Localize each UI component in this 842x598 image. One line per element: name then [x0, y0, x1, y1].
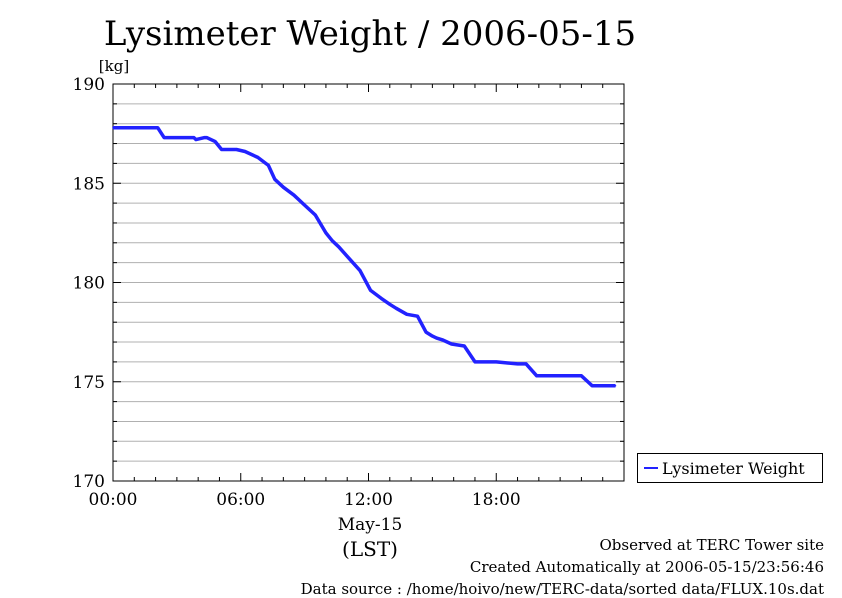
- data-point: [516, 363, 519, 365]
- y-tick-label: 170: [73, 472, 105, 492]
- data-point: [267, 164, 270, 167]
- data-point: [193, 136, 195, 139]
- data-point: [614, 384, 617, 387]
- legend-label: Lysimeter Weight: [662, 459, 805, 478]
- data-point: [580, 374, 583, 377]
- x-tick-label: 06:00: [216, 490, 265, 510]
- data-point: [173, 136, 176, 139]
- x-tick-label: 18:00: [472, 490, 521, 510]
- data-point: [480, 361, 483, 363]
- data-point: [544, 374, 547, 377]
- data-point: [450, 343, 453, 345]
- data-point: [156, 126, 159, 129]
- data-point: [525, 363, 527, 365]
- data-point: [591, 384, 593, 387]
- data-point: [604, 384, 606, 387]
- x-axis-date-label: May-15: [338, 515, 403, 535]
- data-point: [244, 150, 246, 153]
- x-tick-label: 12:00: [344, 490, 393, 510]
- data-point: [395, 307, 397, 310]
- data-point: [416, 315, 419, 318]
- data-point: [214, 140, 216, 143]
- data-point: [495, 361, 498, 363]
- footer-created: Created Automatically at 2006-05-15/23:5…: [469, 558, 824, 576]
- x-axis-unit-label: (LST): [342, 537, 398, 561]
- data-point: [274, 178, 276, 181]
- data-point: [112, 126, 114, 129]
- data-point: [293, 194, 295, 196]
- data-point: [435, 337, 438, 339]
- data-point: [359, 269, 361, 272]
- x-tick-label: 00:00: [89, 490, 138, 510]
- data-point: [282, 186, 285, 189]
- legend: Lysimeter Weight: [637, 453, 823, 483]
- data-point: [569, 374, 572, 377]
- chart-title: Lysimeter Weight / 2006-05-15: [103, 14, 637, 54]
- y-tick-label: 180: [73, 274, 105, 294]
- data-point: [235, 148, 238, 151]
- data-point: [369, 289, 372, 292]
- data-point: [325, 232, 327, 234]
- data-point: [388, 303, 391, 306]
- data-point: [337, 245, 340, 248]
- data-point: [486, 361, 489, 363]
- data-point: [303, 204, 306, 206]
- data-point: [203, 136, 206, 139]
- data-point: [195, 138, 197, 141]
- data-point: [463, 345, 466, 347]
- data-point: [431, 335, 434, 337]
- y-tick-label: 185: [73, 174, 105, 194]
- data-point: [256, 156, 259, 159]
- data-point: [425, 331, 427, 333]
- data-point: [380, 297, 383, 300]
- data-point: [442, 339, 444, 341]
- data-point: [163, 136, 165, 139]
- data-point: [171, 136, 174, 139]
- data-point: [559, 374, 561, 377]
- data-point: [595, 384, 598, 387]
- legend-swatch: [644, 467, 658, 469]
- data-point: [205, 136, 208, 139]
- data-point: [331, 240, 334, 242]
- data-point: [406, 313, 408, 316]
- data-point: [474, 361, 476, 363]
- y-tick-label: 190: [73, 75, 105, 95]
- data-point: [535, 374, 538, 377]
- series-line: [113, 125, 616, 388]
- footer-observed: Observed at TERC Tower site: [599, 536, 824, 554]
- data-point: [348, 257, 351, 260]
- data-point: [220, 148, 223, 151]
- y-tick-label: 175: [73, 373, 105, 393]
- y-axis-label: [kg]: [99, 57, 129, 75]
- data-point: [314, 214, 317, 216]
- footer-source: Data source : /home/hoivo/new/TERC-data/…: [300, 580, 824, 598]
